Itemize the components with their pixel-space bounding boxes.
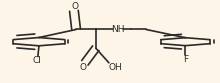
Text: NH: NH xyxy=(111,25,124,34)
Text: O: O xyxy=(72,2,79,11)
Text: OH: OH xyxy=(108,63,122,72)
Text: F: F xyxy=(183,55,188,64)
Text: Cl: Cl xyxy=(32,56,41,65)
Text: O: O xyxy=(80,63,87,72)
